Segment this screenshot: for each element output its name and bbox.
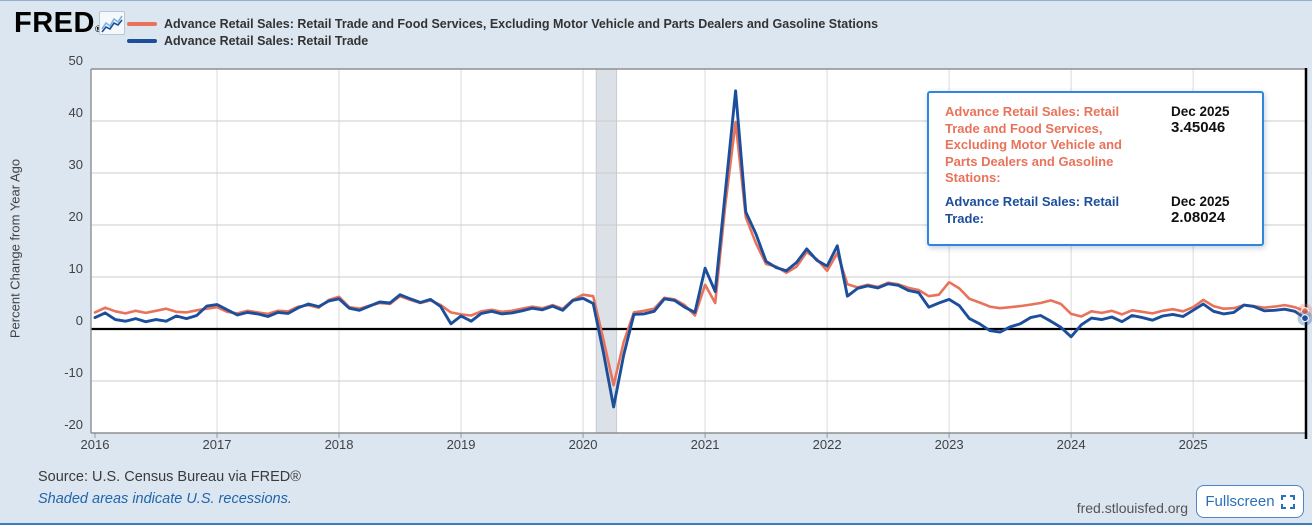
x-tick-label: 2021 [690,437,720,452]
y-tick-label: 50 [68,53,83,68]
tooltip-value-block: Dec 2025 2.08024 [1145,194,1248,227]
x-tick-label: 2022 [812,437,842,452]
tooltip-value: 3.45046 [1171,119,1226,136]
x-tick-label: 2018 [324,437,354,452]
x-tick-label: 2019 [446,437,476,452]
tooltip-value-block: Dec 2025 3.45046 [1145,104,1248,187]
x-tick-label: 2025 [1178,437,1208,452]
tooltip-date: Dec 2025 [1171,104,1230,119]
legend-label: Advance Retail Sales: Retail Trade and F… [164,16,879,31]
legend-label: Advance Retail Sales: Retail Trade [164,33,369,48]
y-tick-label: 40 [68,105,83,120]
fred-logo-text: FRED [14,7,95,39]
fred-logo-chart-icon [99,11,125,35]
x-tick-label: 2017 [202,437,232,452]
chart-tooltip: Advance Retail Sales: Retail Trade and F… [927,91,1264,246]
tooltip-series-label: Advance Retail Sales: Retail Trade: [945,193,1120,226]
y-tick-label: -20 [64,417,83,432]
fred-logo-registered: ® [95,24,102,34]
series-line-retail-trade [93,89,1307,409]
end-marker-dot [1301,314,1309,323]
recession-band [596,69,617,433]
source-text: Source: U.S. Census Bureau via FRED® [38,469,301,485]
x-tick-label: 2024 [1056,437,1086,452]
tooltip-row: Advance Retail Sales: Retail Trade: Dec 2… [945,194,1248,227]
legend-item: Advance Retail Sales: Retail Trade [127,32,878,49]
tooltip-value: 2.08024 [1171,208,1226,226]
legend-swatch [127,38,157,43]
fullscreen-icon [1280,494,1295,509]
tooltip-date: Dec 2025 [1171,193,1230,209]
y-tick-label: 0 [75,313,83,328]
chart-legend: Advance Retail Sales: Retail Trade and F… [127,15,878,49]
y-tick-label: 20 [68,209,83,224]
recession-note-link[interactable]: Shaded areas indicate U.S. recessions. [38,491,292,507]
x-tick-label: 2016 [80,437,110,452]
x-tick-label: 2020 [568,437,598,452]
legend-swatch [127,21,157,26]
fred-logo[interactable]: FRED® [14,7,102,40]
fullscreen-button[interactable]: Fullscreen [1196,485,1304,518]
y-tick-label: 30 [68,157,83,172]
legend-item: Advance Retail Sales: Retail Trade and F… [127,15,878,32]
y-tick-label: 10 [68,261,83,276]
y-tick-label: -10 [64,365,83,380]
tooltip-row: Advance Retail Sales: Retail Trade and F… [945,104,1248,187]
tooltip-series-label: Advance Retail Sales: Retail Trade and F… [945,104,1122,186]
fullscreen-label: Fullscreen [1205,493,1275,510]
x-tick-label: 2023 [934,437,964,452]
fred-site-link[interactable]: fred.stlouisfed.org [1076,500,1188,516]
